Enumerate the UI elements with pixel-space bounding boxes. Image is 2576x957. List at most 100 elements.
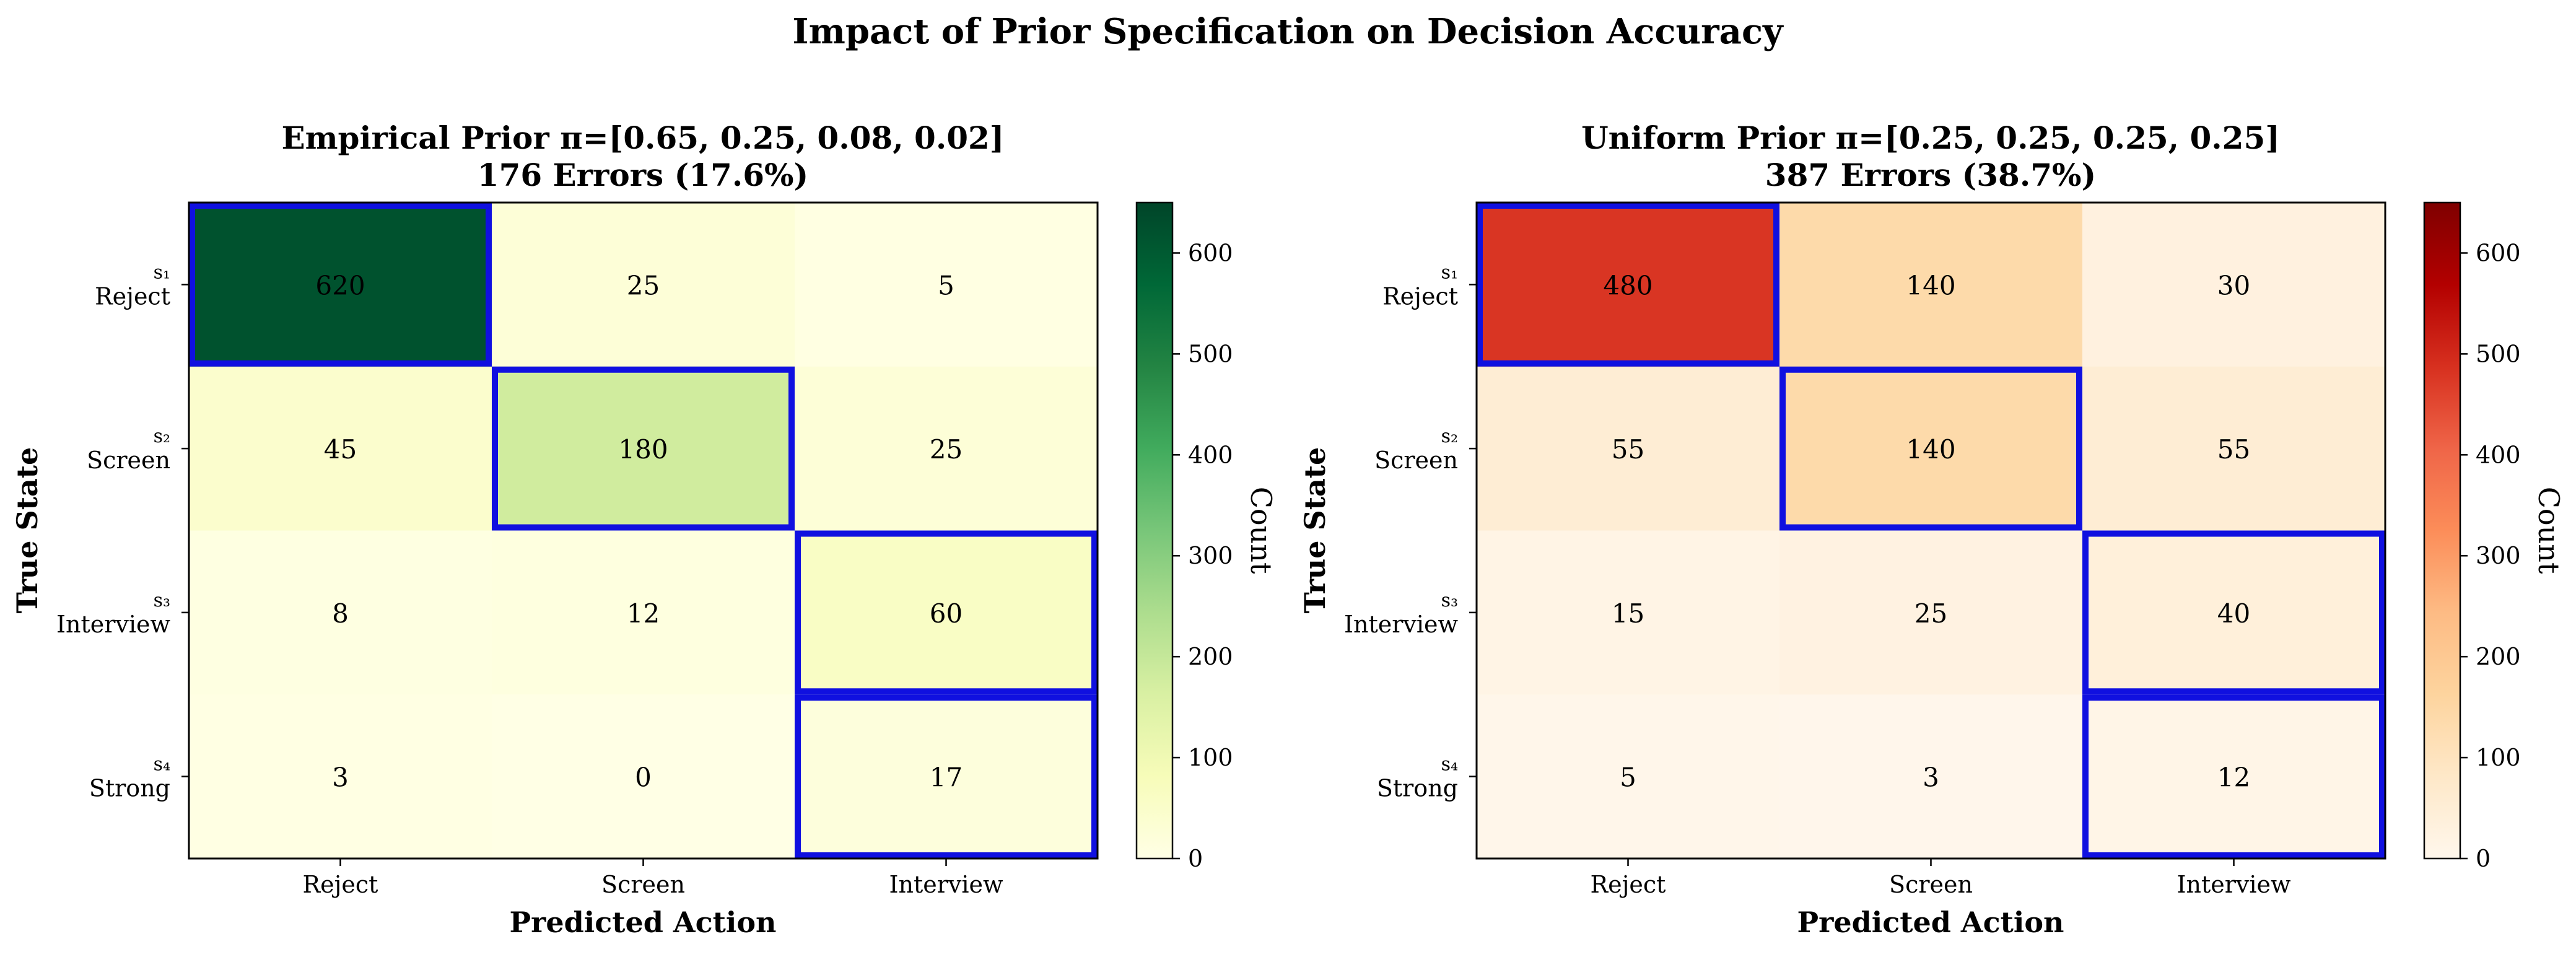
heatmap-cell: [795, 203, 1098, 367]
heatmap-cell: [2082, 203, 2386, 367]
heatmap-cell: [492, 530, 795, 695]
heatmap-panel-empirical: Empirical Prior π=[0.65, 0.25, 0.08, 0.0…: [11, 120, 1278, 939]
heatmap-cell: [1779, 203, 2083, 367]
heatmap-cell: [2082, 530, 2386, 695]
y-tick-label: Screen: [87, 447, 170, 474]
highlight-box: [492, 366, 795, 531]
colorbar-tick-label: 100: [2476, 744, 2521, 771]
heatmap-cell: [1477, 203, 1780, 367]
x-tick-label: Interview: [889, 871, 1003, 898]
colorbar-tick-label: 300: [2476, 542, 2521, 569]
colorbar-tick-label: 0: [2476, 845, 2491, 872]
heatmap-cell: [1779, 530, 2083, 695]
highlight-box: [1779, 366, 2082, 531]
colorbar-label: Count: [2532, 487, 2565, 574]
cell-value-label: 5: [938, 270, 954, 300]
y-tick-state: s₂: [154, 426, 170, 447]
heatmap-cell: [1779, 366, 2083, 531]
y-tick-state: s₂: [1441, 426, 1458, 447]
heatmap-cell: [795, 530, 1098, 695]
colorbar-tick-label: 600: [2476, 239, 2521, 266]
heatmap-cell: [1477, 694, 1780, 859]
colorbar-tick-label: 300: [1188, 542, 1233, 569]
cell-value-label: 60: [930, 598, 963, 629]
diagonal-highlights: [1477, 203, 2385, 859]
colorbar-tick-label: 500: [2476, 340, 2521, 367]
cell-value-label: 3: [332, 763, 349, 793]
x-axis-label: Predicted Action: [1797, 906, 2064, 939]
colorbar-ticks: 0 100 200 300 400 500 600: [1172, 239, 1233, 872]
cell-value-label: 30: [2217, 270, 2250, 300]
colorbar-tick-label: 600: [1188, 239, 1233, 266]
panel-title-line1: Empirical Prior π=[0.65, 0.25, 0.08, 0.0…: [282, 120, 1005, 156]
figure-title: Impact of Prior Specification on Decisio…: [792, 11, 1784, 52]
y-tick-state: s₁: [1441, 261, 1458, 283]
y-tick-state: s₄: [1441, 754, 1458, 776]
cell-value-label: 620: [315, 270, 365, 300]
x-tick-label: Interview: [2177, 871, 2291, 898]
colorbar-ticks: 0 100 200 300 400 500 600: [2460, 239, 2521, 872]
x-tick-label: Reject: [303, 871, 378, 898]
cell-value-label: 3: [1923, 763, 1939, 793]
highlight-box: [1477, 203, 1779, 367]
cell-value-label: 40: [2217, 598, 2250, 629]
colorbar: [2423, 201, 2461, 860]
highlight-box: [2082, 530, 2385, 695]
x-tick-labels: Reject Screen Interview: [1591, 859, 2291, 898]
cell-value-label: 140: [1906, 270, 1955, 300]
y-tick-state: s₃: [154, 590, 170, 611]
heatmap-cells: 480 140 30 55 140 55 15 25 40 5 3 12: [1477, 203, 2386, 859]
cell-value-label: 180: [618, 434, 668, 465]
y-tick-state: s₄: [154, 754, 170, 776]
x-tick-labels: Reject Screen Interview: [303, 859, 1003, 898]
heatmap-cells: 620 25 5 45 180 25 8 12 60 3 0 17: [189, 203, 1098, 859]
heatmap-cell: [492, 203, 795, 367]
y-axis-label: True State: [11, 447, 44, 614]
cell-value-label: 25: [930, 434, 963, 465]
heatmap-cell: [189, 694, 492, 859]
y-tick-state: s₃: [1441, 590, 1458, 611]
highlight-box: [795, 530, 1098, 695]
panel-title-line2: 176 Errors (17.6%): [478, 157, 808, 193]
heatmap-cell: [189, 530, 492, 695]
heatmap-cell: [492, 694, 795, 859]
heatmap-panel-uniform: Uniform Prior π=[0.25, 0.25, 0.25, 0.25]…: [1298, 120, 2565, 939]
highlight-box: [795, 694, 1098, 859]
y-tick-label: Screen: [1374, 447, 1458, 474]
colorbar-tick-label: 200: [1188, 643, 1233, 670]
y-tick-label: Strong: [1377, 775, 1458, 802]
panel-title-line1: Uniform Prior π=[0.25, 0.25, 0.25, 0.25]: [1581, 120, 2280, 156]
colorbar-tick-label: 100: [1188, 744, 1233, 771]
diagonal-highlights: [189, 203, 1098, 859]
cell-value-label: 25: [627, 270, 660, 300]
cell-value-label: 480: [1603, 270, 1653, 300]
cell-value-label: 5: [1620, 763, 1636, 793]
heatmap-cell: [1477, 366, 1780, 531]
highlight-box: [2082, 694, 2385, 859]
heatmap-cell: [2082, 366, 2386, 531]
cell-value-label: 55: [1612, 434, 1644, 465]
cell-value-label: 45: [324, 434, 357, 465]
y-tick-label: Interview: [56, 611, 171, 638]
cell-value-label: 25: [1915, 598, 1947, 629]
y-tick-label: Reject: [95, 282, 170, 310]
colorbar-tick-label: 400: [2476, 441, 2521, 468]
x-tick-label: Screen: [1889, 871, 1973, 898]
colorbar-tick-label: 400: [1188, 441, 1233, 468]
y-tick-label: Strong: [89, 775, 170, 802]
heatmap-cell: [189, 366, 492, 531]
cell-value-label: 55: [2217, 434, 2250, 465]
colorbar-tick-label: 500: [1188, 340, 1233, 367]
heatmap-cell: [795, 694, 1098, 859]
colorbar-tick-label: 0: [1188, 845, 1203, 872]
y-axis-label: True State: [1298, 447, 1332, 614]
heatmap-cell: [189, 203, 492, 367]
heatmap-cell: [795, 366, 1098, 531]
heatmap-cell: [1477, 530, 1780, 695]
cell-value-label: 12: [627, 598, 660, 629]
cell-value-label: 8: [332, 598, 349, 629]
cell-value-label: 0: [635, 763, 652, 793]
cell-value-label: 140: [1906, 434, 1955, 465]
